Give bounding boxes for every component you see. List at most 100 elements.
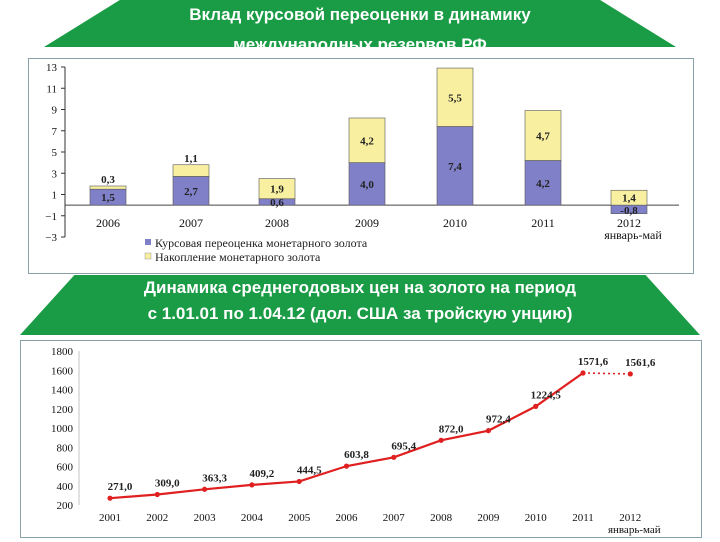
x-tick-label: 2005 xyxy=(288,512,311,524)
data-value-label: 972,4 xyxy=(486,414,511,426)
x-tick-label: 2009 xyxy=(355,216,379,230)
bar-value-label: 4,7 xyxy=(536,131,550,143)
data-value-label: 695,4 xyxy=(391,440,416,452)
data-point xyxy=(343,463,350,469)
data-value-label: 309,0 xyxy=(155,478,180,490)
top-chart-title-line-1: Вклад курсовой переоценки в динамику xyxy=(189,5,531,24)
x-tick-label: 2008 xyxy=(430,512,453,524)
data-point xyxy=(249,482,255,488)
y-tick-label: 800 xyxy=(57,442,74,454)
bar-chart-panel: 13 11 9 7 5 3 1 −1 −3 1,5 0,3 2006 2,7 1,1 2007 0,6 1,9 2… xyxy=(28,58,694,274)
bar-revaluation xyxy=(348,162,386,206)
legend-swatch-accumulation xyxy=(144,252,152,260)
bar-accumulation xyxy=(524,110,562,161)
bar-value-label: 4,2 xyxy=(360,135,374,147)
y-tick-label: 1400 xyxy=(51,385,74,397)
x-tick-label: 2010 xyxy=(525,512,548,524)
price-line-dashed-segment xyxy=(582,372,631,375)
top-chart-title-line-2: международных резервов РФ xyxy=(233,35,487,54)
x-tick-label: 2011 xyxy=(531,216,555,230)
bottom-chart-title-line-2: с 1.01.01 по 1.04.12 (дол. США за тройск… xyxy=(147,304,573,323)
y-tick-label: 1600 xyxy=(51,365,74,377)
data-point xyxy=(296,478,302,485)
y-tick-label: 13 xyxy=(46,62,58,74)
bar-accumulation xyxy=(172,164,210,177)
legend-swatch-revaluation xyxy=(145,239,151,245)
data-value-label: 1224,5 xyxy=(531,389,562,401)
y-tick-label: 1800 xyxy=(51,346,74,358)
x-tick-label: 2008 xyxy=(265,216,289,230)
x-tick-label: 2012 xyxy=(617,216,641,230)
line-chart-panel: 1800 1600 1400 1200 1000 800 600 400 200 271,0 309… xyxy=(20,340,702,538)
x-tick-label: 2004 xyxy=(241,512,264,524)
bar-value-label: 0,6 xyxy=(270,197,284,209)
data-point xyxy=(485,428,491,434)
bar-revaluation xyxy=(172,176,210,206)
x-tick-label: 2002 xyxy=(146,512,168,524)
bar-value-label: 0,3 xyxy=(101,174,115,186)
y-tick-label: 9 xyxy=(52,105,58,117)
bottom-chart-title-banner: Динамика среднегодовых цен на золото на … xyxy=(20,275,700,335)
y-tick-label: −3 xyxy=(45,232,57,244)
x-tick-label: 2012 xyxy=(619,512,641,524)
y-tick-label: 200 xyxy=(57,500,74,512)
bar-value-label: 1,4 xyxy=(622,193,636,205)
data-value-label: 409,2 xyxy=(250,468,275,480)
x-tick-label: 2007 xyxy=(383,512,406,524)
data-value-label: 603,8 xyxy=(344,449,369,461)
data-point xyxy=(107,495,113,501)
y-tick-label: 400 xyxy=(57,481,74,493)
data-value-label: 1561,6 xyxy=(625,357,656,369)
data-value-label: 1571,6 xyxy=(578,356,609,368)
bar-value-label: 1,5 xyxy=(101,192,115,204)
bar-chart: 13 11 9 7 5 3 1 −1 −3 1,5 0,3 2006 2,7 1,1 2007 0,61,9 2… xyxy=(45,62,679,264)
data-point xyxy=(438,437,444,443)
bar-value-label: -0,8 xyxy=(620,205,638,217)
x-tick-label: 2009 xyxy=(477,512,500,524)
x-tick-label: 2006 xyxy=(96,216,120,230)
legend-label-accumulation: Накопление монетарного золота xyxy=(155,250,321,264)
x-tick-label: 2011 xyxy=(572,512,594,524)
x-tick-label: 2003 xyxy=(194,512,217,524)
y-tick-label: −1 xyxy=(45,211,57,223)
bar-revaluation xyxy=(524,160,562,206)
y-tick-label: 5 xyxy=(52,147,58,159)
line-chart: 1800 1600 1400 1200 1000 800 600 400 200 271,0 309… xyxy=(51,346,661,536)
y-tick-label: 7 xyxy=(52,126,58,138)
data-value-label: 363,3 xyxy=(202,472,227,484)
y-tick-label: 1000 xyxy=(51,423,74,435)
bar-value-label: 7,4 xyxy=(448,161,462,173)
data-value-label: 271,0 xyxy=(108,481,133,493)
x-tick-label: 2006 xyxy=(336,512,359,524)
data-point xyxy=(154,491,160,498)
price-line xyxy=(109,372,584,500)
bar-accumulation xyxy=(348,117,386,163)
bar-accumulation xyxy=(436,67,474,127)
x-tick-label: 2007 xyxy=(179,216,203,230)
data-value-label: 444,5 xyxy=(297,464,322,476)
data-point xyxy=(391,454,397,460)
top-chart-title-banner: Вклад курсовой переоценки в динамику меж… xyxy=(44,0,676,47)
data-point xyxy=(627,371,633,377)
bar-value-label: 1,9 xyxy=(270,184,284,196)
bar-value-label: 2,7 xyxy=(184,186,198,198)
data-point xyxy=(580,370,586,376)
bar-value-label: 5,5 xyxy=(448,92,462,104)
y-tick-label: 3 xyxy=(52,168,58,180)
y-tick-label: 1 xyxy=(52,190,58,202)
bar-accumulation xyxy=(89,185,127,190)
data-value-label: 872,0 xyxy=(439,423,464,435)
bar-accumulation xyxy=(610,189,648,206)
x-tick-label: 2001 xyxy=(99,512,121,524)
bar-accumulation xyxy=(258,178,296,200)
y-tick-label: 11 xyxy=(46,83,57,95)
bar-value-label: 4,0 xyxy=(360,179,374,191)
y-tick-label: 600 xyxy=(57,462,74,474)
x-tick-sublabel: январь-май xyxy=(604,228,662,242)
x-tick-sublabel: январь-май xyxy=(608,524,661,536)
bar-value-label: 1,1 xyxy=(184,153,198,165)
legend-label-revaluation: Курсовая переоценка монетарного золота xyxy=(155,236,368,250)
y-tick-label: 1200 xyxy=(51,404,74,416)
data-point xyxy=(533,403,539,409)
bottom-chart-title-line-1: Динамика среднегодовых цен на золото на … xyxy=(143,278,577,297)
